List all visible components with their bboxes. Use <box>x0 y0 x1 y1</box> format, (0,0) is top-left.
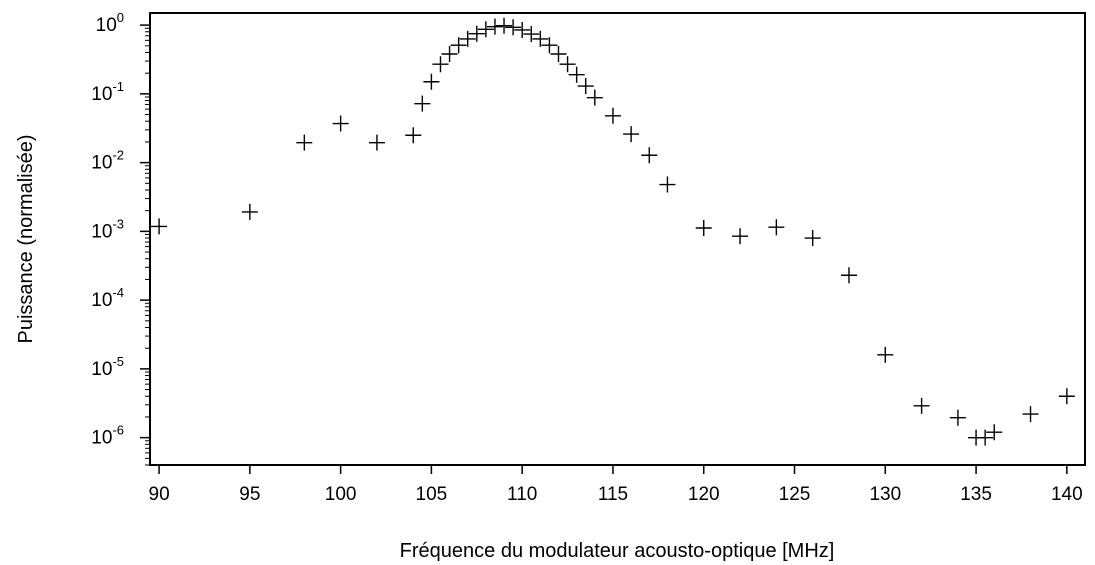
x-tick-label: 95 <box>239 484 260 505</box>
y-tick-label: 10-2 <box>91 148 124 174</box>
data-point <box>368 134 385 151</box>
y-tick-label: 10-3 <box>91 216 124 242</box>
x-axis-label: Fréquence du modulateur acousto-optique … <box>400 540 835 562</box>
data-point <box>768 219 785 236</box>
data-point <box>623 126 640 143</box>
data-series <box>151 17 1075 446</box>
data-point <box>641 147 658 164</box>
data-point <box>586 89 603 106</box>
y-axis: 100 10-1 10-2 10-3 10-4 10-5 10-6 <box>91 10 150 466</box>
data-point <box>659 176 676 193</box>
y-tick-label: 10-1 <box>91 79 124 105</box>
y-tick-label: 10-5 <box>91 354 124 380</box>
data-point <box>432 56 449 73</box>
y-tick-label: 10-6 <box>91 423 124 449</box>
data-point <box>986 424 1003 441</box>
x-tick-label: 115 <box>598 484 628 505</box>
x-tick-label: 100 <box>325 484 357 505</box>
x-tick-label: 130 <box>869 484 901 505</box>
x-tick-label: 125 <box>779 484 811 505</box>
data-point <box>840 267 857 284</box>
data-point <box>468 25 485 42</box>
data-point <box>423 73 440 90</box>
y-tick-label: 100 <box>96 10 124 36</box>
data-point <box>477 21 494 38</box>
data-point <box>241 203 258 220</box>
data-point <box>559 56 576 73</box>
data-point <box>604 107 621 124</box>
data-point <box>804 230 821 247</box>
data-point <box>732 228 749 245</box>
data-point <box>1058 388 1075 405</box>
data-point <box>486 18 503 35</box>
data-point <box>1022 406 1039 423</box>
data-point <box>523 26 540 43</box>
data-point <box>151 218 168 235</box>
x-axis: 90 95 100 105 110 115 120 125 130 135 140 <box>149 465 1083 505</box>
y-axis-label: Puissance (normalisée) <box>15 135 37 344</box>
data-point <box>505 19 522 36</box>
plot-frame <box>149 12 1086 466</box>
x-tick-label: 105 <box>416 484 448 505</box>
x-tick-label: 90 <box>149 484 170 505</box>
data-point <box>414 95 431 112</box>
data-point <box>405 127 422 144</box>
x-tick-label: 110 <box>507 484 537 505</box>
data-point <box>450 37 467 54</box>
data-point <box>577 78 594 95</box>
data-point <box>568 66 585 83</box>
data-point <box>977 429 994 446</box>
data-point <box>695 219 712 236</box>
data-point <box>877 346 894 363</box>
data-point <box>949 409 966 426</box>
data-point <box>514 21 531 38</box>
data-point <box>496 17 513 34</box>
x-tick-label: 140 <box>1051 484 1083 505</box>
data-point <box>532 30 549 47</box>
x-tick-label: 135 <box>960 484 992 505</box>
data-point <box>296 134 313 151</box>
data-point <box>550 45 567 62</box>
data-point <box>441 45 458 62</box>
x-tick-label: 120 <box>688 484 720 505</box>
data-point <box>332 115 349 132</box>
data-point <box>459 30 476 47</box>
data-point <box>913 397 930 414</box>
data-point <box>541 37 558 54</box>
y-tick-label: 10-4 <box>91 285 124 311</box>
